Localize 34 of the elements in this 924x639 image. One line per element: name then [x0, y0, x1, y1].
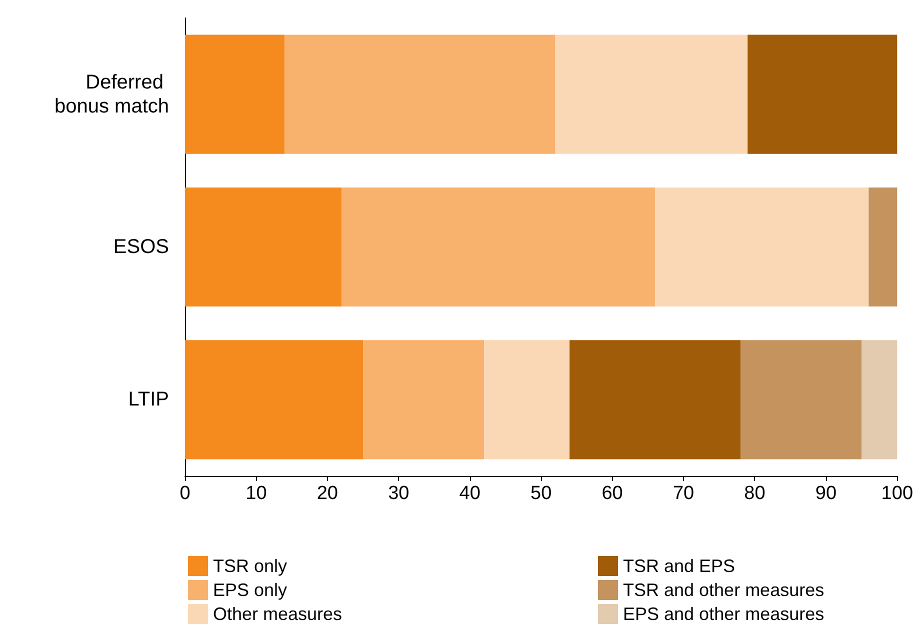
x-tick-label: 0: [180, 483, 190, 504]
bar: [363, 340, 484, 460]
legend-label: TSR only: [213, 556, 288, 576]
bar: [185, 34, 285, 154]
bar: [570, 340, 740, 460]
bar: [284, 34, 556, 154]
x-tick-label: 80: [744, 483, 766, 504]
bar: [655, 187, 869, 307]
y-tick-label: ESOS: [113, 236, 169, 258]
x-tick-label: 10: [246, 483, 267, 504]
x-tick-label: 60: [602, 483, 623, 504]
y-tick-label: Deferred bonus match: [54, 71, 169, 118]
bar: [185, 340, 364, 460]
x-tick-label: 30: [388, 483, 410, 504]
legend-label: Other measures: [213, 604, 342, 624]
bar: [748, 34, 898, 154]
bar: [342, 187, 656, 307]
x-tick-label: 100: [881, 483, 913, 504]
bar: [868, 187, 898, 307]
bar: [484, 340, 570, 460]
x-tick-label: 20: [316, 483, 338, 504]
legend-label: TSR and other measures: [623, 580, 824, 600]
bar: [555, 34, 748, 154]
y-tick-label: LTIP: [128, 388, 169, 411]
bar: [740, 340, 862, 460]
x-tick-label: 90: [815, 483, 837, 504]
legend-label: EPS only: [213, 580, 288, 600]
legend-label: EPS and other measures: [623, 604, 824, 624]
x-tick-label: 50: [530, 483, 552, 504]
bar: [862, 340, 898, 460]
legend-label: TSR and EPS: [623, 556, 736, 576]
x-tick-label: 70: [672, 483, 694, 504]
bar: [185, 187, 342, 307]
x-tick-label: 40: [459, 483, 480, 504]
